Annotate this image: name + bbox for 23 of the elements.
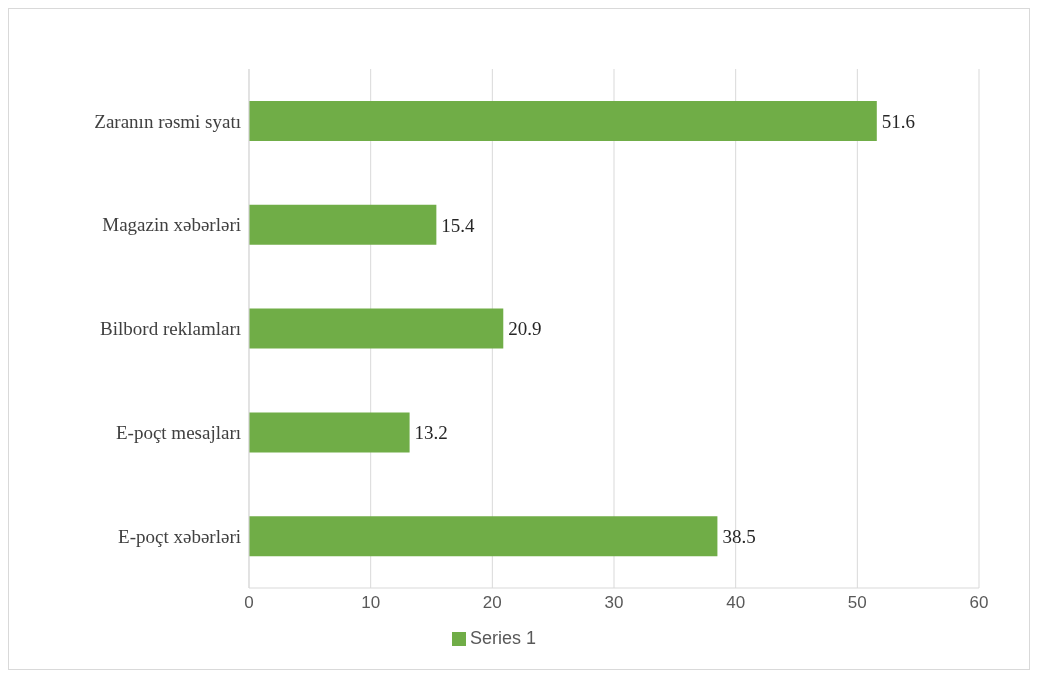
- x-tick-label: 0: [244, 593, 254, 613]
- bar: [249, 516, 718, 557]
- y-tick-label: E-poçt xəbərləri: [118, 525, 241, 547]
- data-label: 51.6: [881, 110, 916, 132]
- data-label: 13.2: [414, 422, 448, 444]
- x-tick-label: 60: [969, 593, 989, 613]
- bar: [249, 308, 504, 349]
- x-tick-label: 40: [726, 593, 746, 613]
- x-tick-label: 20: [482, 593, 502, 613]
- bar: [249, 204, 437, 245]
- legend-label: Series 1: [469, 628, 537, 648]
- y-tick-label: Magazin xəbərləri: [102, 214, 241, 236]
- data-label: 20.9: [508, 318, 542, 340]
- x-tick-label: 30: [604, 593, 624, 613]
- x-tick-label: 50: [847, 593, 867, 613]
- y-tick-label: E-poçt mesajları: [115, 422, 241, 444]
- x-tick-label: 10: [361, 593, 381, 613]
- y-tick-label: Bilbord reklamları: [100, 318, 241, 340]
- data-label: 38.5: [722, 525, 756, 547]
- bar: [249, 101, 877, 141]
- data-label: 15.4: [441, 214, 476, 236]
- bar: [249, 412, 410, 453]
- y-tick-label: Zaranın rəsmi syatı: [94, 110, 241, 132]
